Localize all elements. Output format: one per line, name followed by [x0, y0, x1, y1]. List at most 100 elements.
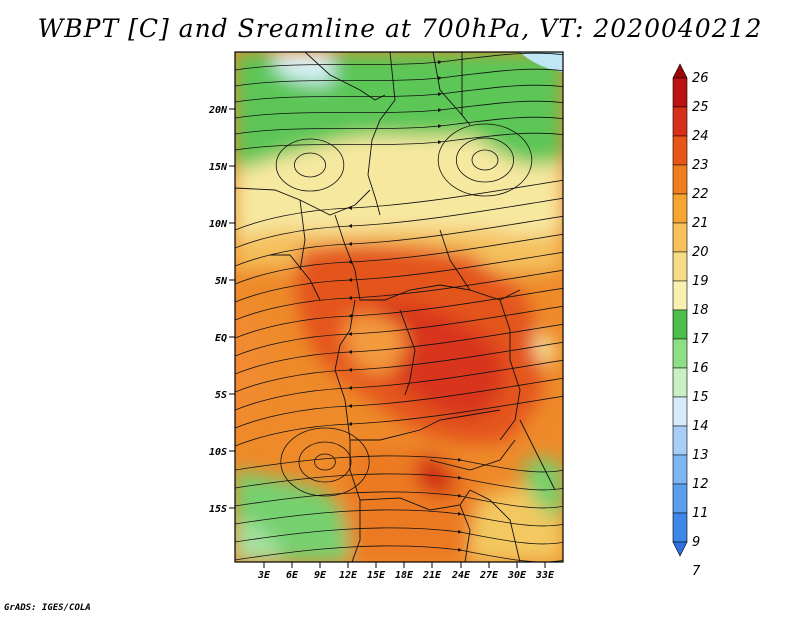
streamline-vortex: [455, 137, 514, 183]
streamline: [235, 251, 563, 303]
map-frame: [234, 51, 564, 563]
streamline: [235, 527, 563, 545]
streamline: [235, 341, 563, 393]
y-axis: 20N 15N 10N 5N EQ 5S 10S 15S: [208, 105, 235, 515]
streamline: [235, 377, 563, 429]
streamline: [235, 491, 563, 509]
colorbar-label: 17: [692, 332, 709, 347]
y-tick: 5S: [215, 390, 235, 401]
colorbar-label: 14: [692, 419, 709, 434]
colorbar-label: 22: [692, 187, 709, 202]
colorbar-swatch: [672, 541, 688, 557]
x-tick: 15E: [367, 562, 386, 581]
colorbar-label: 13: [692, 448, 709, 463]
streamline: [235, 84, 563, 103]
colorbar-label: 18: [692, 303, 709, 318]
y-tick-label: EQ: [215, 333, 227, 344]
colorbar-label: 24: [692, 129, 709, 144]
colorbar-swatch: [672, 338, 688, 369]
colorbar-swatch: [672, 63, 688, 79]
colorbar-label: 23: [692, 158, 709, 173]
x-tick: 33E: [535, 562, 555, 581]
y-tick: EQ: [215, 333, 235, 344]
colorbar-swatch: [672, 77, 688, 108]
colorbar-label: 12: [692, 477, 709, 492]
x-tick-label: 24E: [451, 570, 471, 581]
colorbar-label: 9: [692, 535, 700, 550]
colorbar-label: 19: [692, 274, 709, 289]
colorbar-swatch: [672, 483, 688, 514]
colorbar-label: 16: [692, 361, 709, 376]
chart-title: WBPT [C] and Sreamline at 700hPa, VT: 20…: [37, 14, 763, 43]
streamline: [235, 473, 563, 491]
x-tick: 30E: [507, 562, 527, 581]
colorbar-label: 7: [692, 564, 701, 579]
x-axis: 3E 6E 9E 12E 15E 18E 21E 24E 27E 30E 33E: [257, 562, 555, 581]
x-tick: 9E: [314, 562, 327, 581]
colorbar-swatch: [672, 454, 688, 485]
colorbar-label: 26: [692, 71, 709, 86]
x-tick-label: 3E: [257, 570, 271, 581]
colorbar-swatch: [672, 164, 688, 195]
streamline: [235, 359, 563, 411]
x-tick-label: 6E: [286, 570, 299, 581]
streamline: [235, 100, 563, 119]
y-tick: 5N: [215, 276, 235, 287]
colorbar-label: 15: [692, 390, 709, 405]
colorbar-swatch: [672, 222, 688, 253]
streamline: [235, 323, 563, 375]
streamline-vortex: [275, 138, 345, 192]
streamline-vortex: [293, 152, 326, 178]
y-tick: 15N: [209, 162, 235, 173]
x-tick: 12E: [339, 562, 358, 581]
x-tick: 24E: [451, 562, 471, 581]
colorbar-swatch: [672, 367, 688, 398]
x-tick-label: 33E: [535, 570, 555, 581]
streamline-vortex: [437, 123, 533, 197]
streamline: [235, 395, 563, 447]
y-tick-label: 20N: [208, 105, 228, 116]
colorbar-swatch: [672, 512, 688, 543]
streamlines: [235, 52, 563, 562]
y-tick-label: 15S: [209, 504, 227, 515]
x-tick: 3E: [257, 562, 271, 581]
colorbar-swatch: [672, 106, 688, 137]
y-tick-label: 5N: [215, 276, 228, 287]
colorbar-swatch: [672, 280, 688, 311]
streamline: [235, 68, 563, 87]
x-tick-label: 21E: [422, 570, 442, 581]
x-tick: 21E: [422, 562, 442, 581]
streamline: [235, 52, 563, 71]
wbpt-shading: [235, 52, 563, 562]
streamline-vortex: [280, 427, 370, 497]
y-tick: 20N: [208, 105, 235, 116]
streamline-vortex: [298, 441, 352, 483]
y-tick: 10N: [209, 219, 235, 230]
colorbar-swatch: [672, 309, 688, 340]
streamline: [235, 116, 563, 135]
streamline: [235, 287, 563, 339]
y-tick: 15S: [209, 504, 235, 515]
streamline: [235, 132, 563, 151]
y-tick-label: 10N: [209, 219, 228, 230]
colorbar-swatch: [672, 396, 688, 427]
colorbar-swatch: [672, 135, 688, 166]
colorbar-swatch: [672, 425, 688, 456]
colorbar: 26 25 24 23 22 21 20 19 18 17 16 15 14 13 12 11 9 7: [672, 63, 709, 579]
streamline: [235, 509, 563, 527]
y-tick-label: 15N: [209, 162, 228, 173]
streamline: [235, 179, 563, 231]
x-tick: 27E: [479, 562, 499, 581]
x-tick: 18E: [395, 562, 414, 581]
y-tick: 10S: [209, 447, 235, 458]
footer-credit: GrADS: IGES/COLA: [4, 603, 91, 613]
streamline: [235, 305, 563, 357]
x-tick-label: 9E: [314, 570, 327, 581]
streamline-vortex: [314, 453, 336, 471]
streamline: [235, 455, 563, 473]
x-tick-label: 15E: [367, 570, 386, 581]
streamline-vortex: [471, 149, 499, 171]
x-tick-label: 12E: [339, 570, 358, 581]
colorbar-label: 11: [692, 506, 709, 521]
